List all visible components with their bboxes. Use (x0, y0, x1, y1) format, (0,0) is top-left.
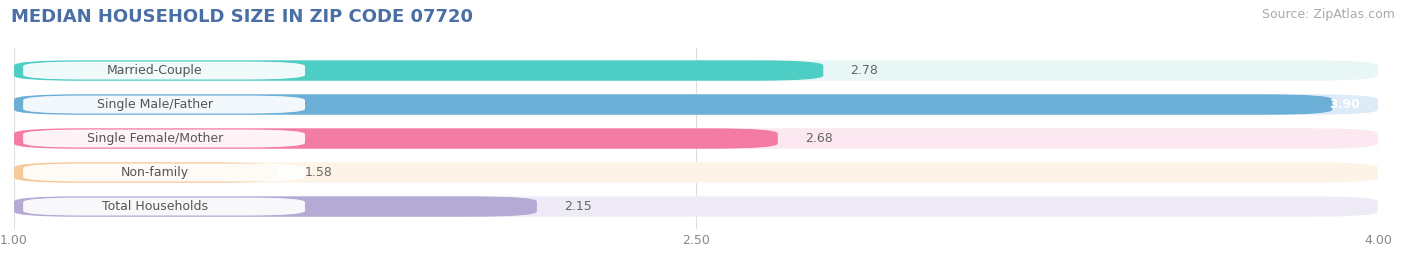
Text: 2.68: 2.68 (806, 132, 832, 145)
FancyBboxPatch shape (14, 94, 1333, 115)
FancyBboxPatch shape (14, 196, 537, 217)
FancyBboxPatch shape (14, 94, 1378, 115)
FancyBboxPatch shape (22, 164, 305, 182)
FancyBboxPatch shape (14, 162, 1378, 183)
Text: Single Female/Mother: Single Female/Mother (87, 132, 224, 145)
Text: 2.15: 2.15 (564, 200, 592, 213)
Text: Non-family: Non-family (121, 166, 188, 179)
FancyBboxPatch shape (22, 130, 305, 147)
Text: 3.90: 3.90 (1329, 98, 1360, 111)
Text: Married-Couple: Married-Couple (107, 64, 202, 77)
Text: MEDIAN HOUSEHOLD SIZE IN ZIP CODE 07720: MEDIAN HOUSEHOLD SIZE IN ZIP CODE 07720 (11, 8, 474, 26)
FancyBboxPatch shape (14, 162, 278, 183)
FancyBboxPatch shape (22, 197, 305, 215)
FancyBboxPatch shape (14, 60, 824, 81)
FancyBboxPatch shape (22, 95, 305, 114)
Text: Total Households: Total Households (103, 200, 208, 213)
FancyBboxPatch shape (14, 128, 778, 149)
FancyBboxPatch shape (14, 196, 1378, 217)
Text: 1.58: 1.58 (305, 166, 333, 179)
Text: Source: ZipAtlas.com: Source: ZipAtlas.com (1261, 8, 1395, 21)
Text: Single Male/Father: Single Male/Father (97, 98, 212, 111)
Text: 2.78: 2.78 (851, 64, 879, 77)
FancyBboxPatch shape (14, 60, 1378, 81)
FancyBboxPatch shape (22, 62, 305, 80)
FancyBboxPatch shape (14, 128, 1378, 149)
